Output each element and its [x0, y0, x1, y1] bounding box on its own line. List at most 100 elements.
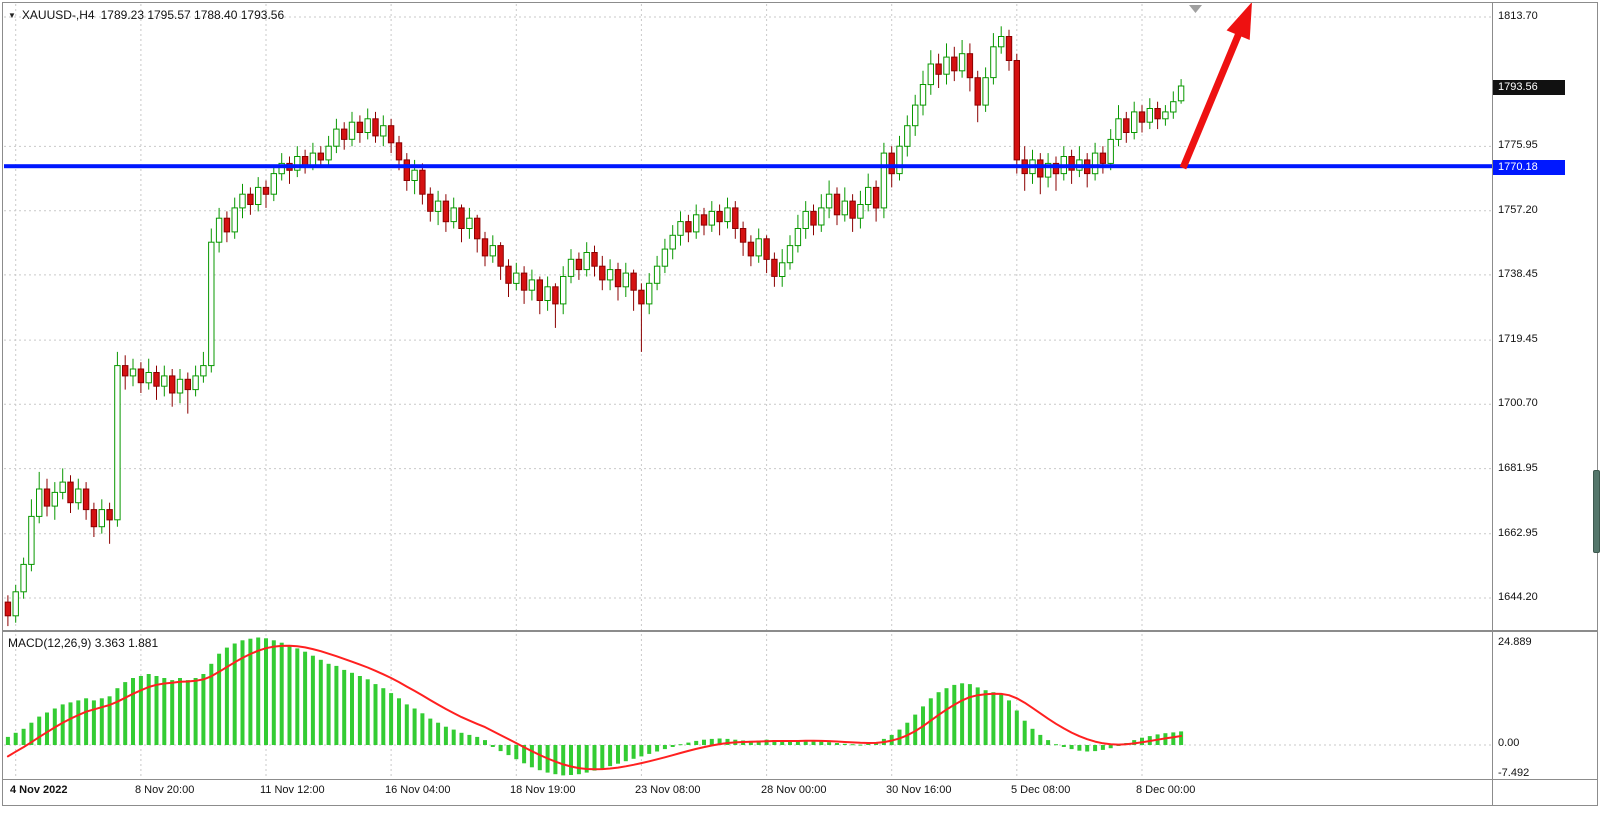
candle-body [1091, 152, 1099, 175]
price-axis[interactable]: 1813.70 1793.56 1775.95 1770.18 1757.20 1738.… [1493, 2, 1599, 630]
symbol-period-label: XAUUSD-,H4 [21, 8, 95, 22]
macd-histogram-bar [1046, 740, 1051, 745]
macd-histogram-bar [498, 745, 503, 752]
macd-histogram-bar [459, 732, 464, 745]
macd-histogram-bar [381, 688, 386, 745]
macd-histogram-bar [271, 640, 276, 745]
chart-border [2, 2, 1598, 806]
candle-body [708, 210, 715, 226]
macd-histogram-bar [748, 740, 753, 745]
candle-body [255, 186, 262, 205]
candle-body [583, 252, 590, 271]
candle-body [1052, 162, 1060, 175]
macd-histogram-bar [1014, 710, 1019, 745]
candle-body [481, 238, 489, 257]
macd-histogram-bar [623, 745, 628, 762]
trend-arrow-annotation[interactable] [1179, 2, 1252, 170]
candle-body [114, 365, 121, 521]
time-axis-label: 8 Nov 20:00 [135, 784, 195, 796]
candle-body [732, 207, 739, 229]
macd-histogram-bar [655, 745, 660, 752]
macd-histogram-bar [45, 712, 49, 745]
candle-body [1099, 152, 1107, 164]
candle-body [567, 258, 575, 277]
macd-histogram-bar [897, 729, 902, 745]
candle-body [536, 279, 543, 301]
macd-histogram-bar [373, 684, 378, 745]
macd-histogram-bar [788, 741, 792, 745]
macd-histogram-bar [107, 696, 112, 745]
macd-histogram-bar [584, 745, 589, 773]
macd-histogram-bar [975, 687, 980, 745]
candle-body [802, 210, 809, 229]
candle-body [161, 375, 168, 387]
candle-body [192, 375, 199, 391]
macd-histogram-bar [592, 745, 597, 771]
macd-histogram-bar [858, 744, 863, 746]
macd-histogram-bar [29, 722, 34, 745]
macd-histogram-bar [686, 742, 691, 745]
macd-histogram-bar [68, 702, 73, 745]
macd-histogram-bar [326, 663, 331, 745]
macd-histogram-bar [725, 738, 730, 745]
candle-body [685, 221, 692, 233]
candle-body [36, 488, 43, 517]
pane-splitter[interactable] [2, 630, 1598, 632]
macd-histogram-bar [99, 698, 104, 745]
macd-histogram-bar [412, 708, 417, 745]
candle-body [215, 217, 223, 243]
chart-shift-marker-icon[interactable] [1189, 5, 1202, 13]
candle-body [28, 515, 35, 565]
macd-histogram-bar [991, 692, 996, 745]
time-axis[interactable]: 4 Nov 2022 8 Nov 20:00 11 Nov 12:00 16 Nov … [2, 779, 1492, 806]
macd-histogram-bar [952, 684, 957, 745]
macd-histogram-bar [999, 694, 1004, 745]
candle-body [75, 488, 82, 504]
candle-body [395, 142, 403, 161]
candle-body [1162, 111, 1169, 120]
macd-values: 3.363 1.881 [94, 636, 159, 650]
candle-body [1123, 118, 1130, 134]
macd-header: MACD(12,26,9) 3.363 1.881 [8, 636, 158, 650]
macd-histogram-bar [350, 672, 354, 745]
candle-body [1146, 108, 1153, 123]
price-axis-separator [1492, 2, 1493, 806]
candle-body [724, 207, 731, 223]
macd-histogram-bar [772, 740, 777, 745]
candle-body [825, 193, 833, 209]
candle-body [552, 286, 559, 305]
macd-axis[interactable]: 24.889 0.00 -7.492 [1493, 632, 1599, 779]
candle-body [169, 375, 176, 394]
price-axis-label: 1719.45 [1498, 333, 1538, 345]
macd-histogram-bar [1030, 728, 1035, 745]
price-axis-label: 1662.95 [1498, 527, 1538, 539]
candle-body [1107, 138, 1114, 164]
candle-body [90, 509, 98, 528]
macd-histogram-bar [616, 745, 620, 764]
candle-body [716, 210, 723, 223]
macd-histogram-bar [60, 704, 65, 745]
candle-body [403, 159, 411, 181]
macd-histogram-bar [1038, 734, 1043, 745]
macd-histogram-bar [639, 745, 644, 757]
macd-histogram-bar [1077, 745, 1082, 751]
candle-body [763, 238, 770, 260]
macd-histogram-bar [662, 745, 667, 750]
macd-histogram-bar [115, 688, 120, 745]
macd-histogram-bar [608, 745, 613, 767]
one-click-trading-arrow-icon[interactable]: ▼ [8, 10, 16, 20]
support-line-annotation[interactable] [4, 164, 1492, 169]
scrollbar-thumb[interactable] [1593, 470, 1600, 553]
candle-body [372, 118, 379, 137]
macd-histogram-bar [1054, 744, 1058, 746]
macd-histogram-bar [576, 745, 581, 775]
candle-body [833, 193, 841, 216]
macd-histogram-bar [248, 638, 253, 745]
macd-histogram-bar [709, 738, 714, 745]
candle-body [904, 125, 911, 147]
candle-body [341, 128, 348, 140]
macd-histogram-bar [13, 732, 18, 745]
candle-body [700, 214, 708, 226]
macd-histogram-bar [866, 743, 871, 745]
